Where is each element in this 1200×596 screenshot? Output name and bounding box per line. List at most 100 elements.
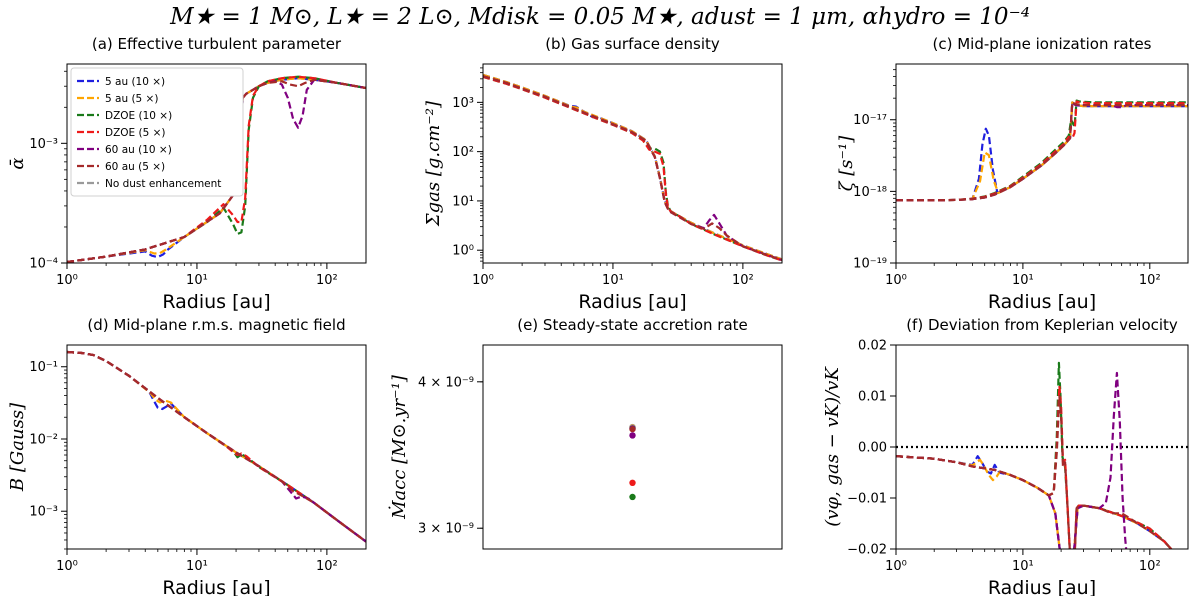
x-tick-label: 10⁰ — [885, 559, 907, 574]
series-5-au-5- — [896, 455, 1173, 549]
y-tick-label: 10⁻¹⁸ — [853, 185, 887, 200]
plot-area — [896, 361, 1173, 549]
x-axis-label: Radius [au] — [988, 291, 1096, 313]
x-tick-label: 10² — [1139, 559, 1161, 574]
legend-label: 60 au (10 ×) — [105, 144, 172, 156]
plot-area — [896, 99, 1188, 202]
y-tick-label: 10⁻³ — [29, 137, 58, 152]
series-dzoe-5- — [896, 384, 1173, 549]
panel-title: (b) Gas surface density — [545, 35, 720, 53]
panel-title: (a) Effective turbulent parameter — [92, 35, 342, 53]
series-dzoe-5- — [483, 75, 782, 262]
x-tick-label: 10⁰ — [56, 559, 78, 574]
x-tick-label: 10¹ — [602, 273, 624, 288]
point-dzoe-5- — [629, 479, 636, 487]
x-tick-label: 10² — [316, 559, 338, 574]
panel-e: 3 × 10⁻⁹ 4 × 10⁻⁹ (e) Steady-state accreti… — [387, 316, 783, 550]
series-dzoe-5- — [896, 100, 1188, 202]
y-axis-label: Σgas [g.cm⁻²] — [423, 100, 444, 227]
series-5-au-5- — [67, 77, 366, 263]
series-no-dust-enhancement — [896, 455, 1173, 549]
y-tick-label: 0.01 — [858, 390, 887, 405]
series-5-au-5- — [67, 350, 366, 543]
legend: 5 au (10 ×) 5 au (5 ×) DZOE (10 ×) DZOE (5 … — [70, 67, 244, 197]
plot-area — [483, 73, 782, 262]
series-60-au-10- — [896, 101, 1188, 202]
y-tick-label: 10⁻³ — [29, 505, 58, 520]
series-dzoe-5- — [67, 350, 366, 543]
series-no-dust-enhancement — [67, 350, 366, 543]
series-60-au-5- — [896, 394, 1173, 549]
series-5-au-10- — [67, 350, 366, 543]
x-tick-label: 10¹ — [186, 559, 208, 574]
x-tick-label: 10¹ — [1012, 559, 1034, 574]
plot-area — [67, 350, 366, 543]
y-tick-label: 4 × 10⁻⁹ — [418, 375, 474, 390]
x-tick-label: 10² — [316, 273, 338, 288]
y-tick-label: 0.00 — [858, 441, 887, 456]
axes-frame — [482, 63, 783, 264]
series-no-dust-enhancement — [896, 101, 1188, 202]
plot-area — [629, 423, 636, 501]
series-60-au-5- — [67, 78, 366, 263]
axes-frame — [66, 344, 367, 550]
y-tick-label: 10⁻⁴ — [29, 257, 58, 272]
series-dzoe-10- — [483, 75, 782, 262]
y-axis-label: B [Gauss] — [7, 402, 28, 492]
series-60-au-5- — [67, 350, 366, 543]
series-60-au-5- — [483, 75, 782, 262]
y-axis-label: Ṁacc [M⊙.yr⁻¹] — [387, 374, 410, 520]
axes-frame — [895, 63, 1189, 264]
legend-label: 5 au (10 ×) — [105, 76, 165, 88]
y-tick-label: 10⁻¹⁷ — [853, 113, 887, 128]
series-5-au-5- — [483, 73, 782, 261]
series-dzoe-10- — [896, 361, 1173, 549]
panel-title: (d) Mid-plane r.m.s. magnetic field — [87, 316, 345, 334]
x-tick-label: 10⁰ — [885, 273, 907, 288]
panel-c: 10⁰ 10¹ 10² 10⁻¹⁹ 10⁻¹⁸ 10⁻¹⁷ (c) Mid-plane io… — [836, 35, 1189, 313]
point-60-au-10- — [629, 432, 636, 439]
x-axis-label: Radius [au] — [162, 577, 270, 596]
panel-title: (c) Mid-plane ionization rates — [932, 35, 1151, 53]
legend-label: No dust enhancement — [105, 178, 221, 190]
point-60-au-5- — [629, 425, 636, 433]
y-tick-label: 3 × 10⁻⁹ — [418, 522, 474, 537]
axes-frame — [66, 63, 367, 264]
legend-label: DZOE (5 ×) — [105, 127, 166, 139]
x-tick-label: 10¹ — [1012, 273, 1034, 288]
y-tick-label: 10⁻¹ — [29, 360, 58, 375]
axes-frame — [895, 344, 1189, 550]
series-60-au-10- — [896, 371, 1132, 549]
y-tick-label: −0.01 — [847, 492, 887, 507]
series-5-au-10- — [483, 73, 782, 261]
legend-label: DZOE (10 ×) — [105, 110, 172, 122]
legend-box — [70, 67, 244, 197]
series-dzoe-10- — [67, 350, 366, 543]
series-5-au-10- — [67, 77, 366, 263]
axes-frame — [482, 344, 783, 550]
series-5-au-10- — [896, 455, 1173, 549]
plot-area — [67, 75, 366, 263]
series-no-dust-enhancement — [483, 73, 782, 261]
y-axis-label: ᾱ — [7, 157, 28, 169]
series-60-au-10- — [483, 75, 782, 262]
panel-f: 10⁰ 10¹ 10² −0.02 −0.01 0.00 0.01 0.02 (f) Devia… — [822, 316, 1189, 596]
y-tick-label: 10⁻² — [29, 432, 58, 447]
panel-b: 10⁰ 10¹ 10² 10⁰ 10¹ 10² 10³ (b) Gas surface den… — [423, 35, 783, 313]
panel-title: (e) Steady-state accretion rate — [517, 316, 748, 334]
figure-suptitle: M★ = 1 M⊙, L★ = 2 L⊙, Mdisk = 0.05 M★, a… — [170, 4, 1030, 30]
x-tick-label: 10⁰ — [472, 273, 494, 288]
x-tick-label: 10² — [732, 273, 754, 288]
legend-label: 60 au (5 ×) — [105, 161, 165, 173]
y-tick-label: 10³ — [452, 96, 474, 111]
series-dzoe-10- — [896, 99, 1188, 202]
y-tick-label: 10⁻¹⁹ — [853, 257, 887, 272]
x-tick-label: 10² — [1139, 273, 1161, 288]
y-tick-label: −0.02 — [847, 543, 887, 558]
legend-label: 5 au (5 ×) — [105, 93, 158, 105]
y-tick-label: 10⁰ — [452, 244, 474, 259]
panel-title: (f) Deviation from Keplerian velocity — [906, 316, 1178, 334]
y-tick-label: 10¹ — [452, 194, 474, 209]
x-tick-label: 10⁰ — [56, 273, 78, 288]
